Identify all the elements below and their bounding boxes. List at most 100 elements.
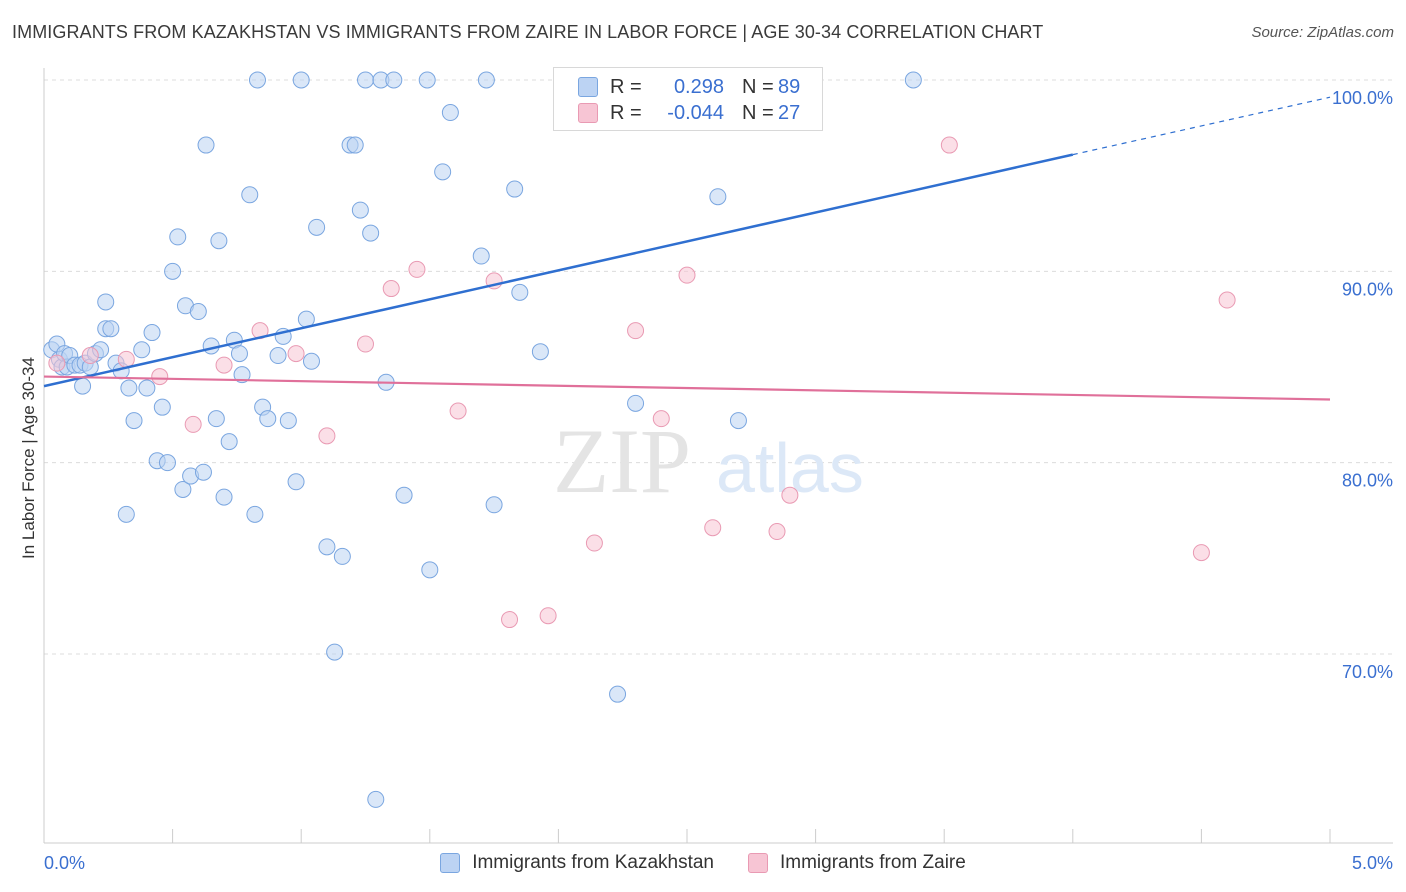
chart-title: IMMIGRANTS FROM KAZAKHSTAN VS IMMIGRANTS… (12, 22, 1044, 42)
data-point-zaire (449, 402, 467, 420)
data-point-zaire (539, 607, 557, 625)
trend-line-kazakhstan (43, 153, 1074, 388)
data-point-kazakhstan (259, 410, 277, 428)
data-point-kazakhstan (210, 232, 228, 250)
series-label-kazakhstan: Immigrants from Kazakhstan (472, 852, 714, 873)
data-point-kazakhstan (326, 643, 344, 661)
correlation-legend: R = 0.298 N = 89 R = -0.044 N = 27 (553, 67, 823, 131)
zaire-points (48, 71, 1236, 629)
data-point-zaire (1218, 291, 1236, 309)
data-point-kazakhstan (189, 303, 207, 321)
data-point-kazakhstan (511, 283, 529, 301)
data-point-kazakhstan (531, 343, 549, 361)
legend-r-value: 0.298 (673, 75, 724, 98)
data-point-zaire (117, 350, 135, 368)
series-legend-zaire: Immigrants from Zaire (748, 852, 966, 874)
trend-line-zaire (43, 375, 1331, 401)
data-point-zaire (652, 410, 670, 428)
series-legend: Immigrants from Kazakhstan Immigrants fr… (0, 852, 1406, 874)
data-point-zaire (81, 347, 99, 365)
data-point-kazakhstan (202, 337, 220, 355)
x-tick-label: 0.0% (44, 853, 85, 873)
data-point-kazakhstan (357, 71, 374, 89)
legend-swatch-kazakhstan (578, 77, 598, 97)
series-label-zaire: Immigrants from Zaire (780, 852, 966, 873)
data-point-kazakhstan (194, 463, 212, 481)
data-point-kazakhstan (395, 486, 413, 504)
data-point-zaire (382, 280, 400, 298)
legend-n-value: 27 (778, 101, 801, 124)
data-point-zaire (768, 523, 786, 541)
data-point-kazakhstan (174, 480, 192, 498)
data-point-kazakhstan (158, 454, 176, 472)
data-point-zaire (151, 368, 169, 386)
data-point-kazakhstan (287, 473, 305, 491)
data-point-kazakhstan (74, 377, 92, 395)
data-point-kazakhstan (220, 433, 238, 451)
data-point-zaire (704, 519, 722, 537)
data-point-kazakhstan (215, 488, 233, 506)
data-point-kazakhstan (485, 496, 503, 514)
data-point-kazakhstan (609, 685, 627, 703)
legend-row-zaire: R = -0.044 N = 27 (578, 100, 800, 126)
series-legend-kazakhstan: Immigrants from Kazakhstan (440, 852, 714, 874)
data-point-kazakhstan (385, 71, 403, 89)
data-point-zaire (357, 335, 374, 353)
data-point-kazakhstan (230, 345, 248, 363)
data-point-kazakhstan (477, 71, 495, 89)
data-point-kazakhstan (627, 394, 645, 412)
data-point-kazakhstan (904, 71, 922, 89)
data-point-kazakhstan (729, 412, 747, 430)
data-point-zaire (781, 486, 799, 504)
data-point-kazakhstan (709, 188, 727, 206)
source-credit: Source: ZipAtlas.com (1251, 24, 1394, 41)
legend-n-label: N = (742, 75, 774, 98)
data-point-zaire (408, 260, 426, 278)
legend-row-kazakhstan: R = 0.298 N = 89 (578, 74, 800, 100)
data-point-zaire (48, 354, 66, 372)
data-point-kazakhstan (125, 412, 143, 430)
data-point-zaire (501, 611, 519, 629)
data-point-kazakhstan (333, 547, 351, 565)
data-point-zaire (585, 534, 603, 552)
series-swatch-zaire (748, 853, 768, 873)
y-tick-label: 90.0% (1342, 279, 1393, 299)
data-point-kazakhstan (233, 366, 251, 384)
data-point-kazakhstan (318, 538, 336, 556)
data-point-kazakhstan (197, 136, 215, 154)
data-point-kazakhstan (117, 505, 135, 523)
data-point-kazakhstan (346, 136, 364, 154)
data-point-kazakhstan (418, 71, 436, 89)
trend-line-kazakhstan-extension (1072, 96, 1331, 156)
grid-lines (44, 79, 1393, 655)
data-point-kazakhstan (421, 561, 439, 579)
data-point-zaire (215, 356, 233, 374)
data-point-zaire (1192, 544, 1210, 562)
x-tick-label: 5.0% (1352, 853, 1393, 873)
data-point-zaire (678, 266, 696, 284)
legend-r-label: R = (610, 101, 642, 124)
data-point-kazakhstan (292, 71, 310, 89)
legend-n-value: 89 (778, 75, 801, 98)
legend-r-value: -0.044 (667, 101, 724, 124)
data-point-kazakhstan (102, 320, 120, 338)
data-point-kazakhstan (351, 201, 369, 219)
data-point-kazakhstan (153, 398, 171, 416)
legend-n-label: N = (742, 101, 774, 124)
data-point-zaire (627, 322, 645, 340)
data-point-kazakhstan (241, 186, 259, 204)
axes (43, 68, 1393, 844)
data-point-kazakhstan (362, 224, 380, 242)
tick-labels: 70.0% 80.0% 90.0% 100.0% 0.0% 5.0% (44, 88, 1393, 873)
data-point-kazakhstan (164, 262, 182, 280)
data-point-kazakhstan (133, 341, 151, 359)
legend-r-label: R = (610, 75, 642, 98)
data-point-kazakhstan (97, 293, 115, 311)
data-point-kazakhstan (506, 180, 524, 198)
data-point-kazakhstan (472, 247, 490, 265)
data-point-kazakhstan (246, 505, 264, 523)
data-point-kazakhstan (279, 412, 297, 430)
watermark-zip: ZIP (553, 410, 691, 512)
y-tick-label: 80.0% (1342, 471, 1393, 491)
